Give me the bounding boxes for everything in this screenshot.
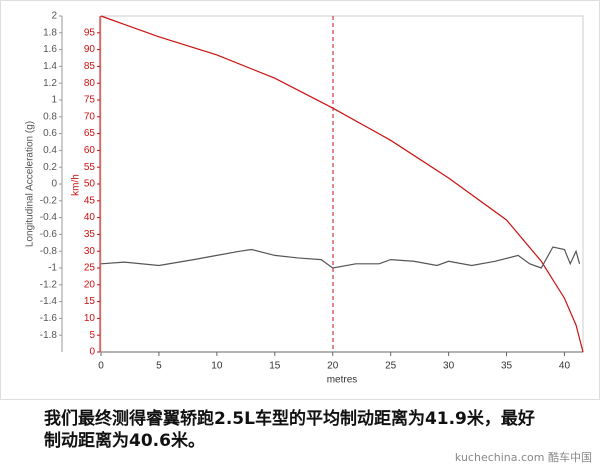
y-tick-label: 2 [51,11,57,22]
series-line [100,246,581,269]
x-axis-title: metres [327,375,358,386]
y-tick-label: 1.4 [43,61,57,72]
x-tick-label: 0 [98,361,104,372]
y-tick-label: -1 [48,263,57,274]
y2-tick-label: 20 [84,279,96,290]
y2-tick-label: 10 [84,313,96,324]
series-line [100,15,584,353]
y-tick-label: -1.4 [40,296,58,307]
y2-tick-label: 0 [89,347,95,358]
y2-tick-label: 65 [84,128,96,139]
x-tick-label: 20 [327,361,339,372]
y-tick-label: 0.2 [43,162,57,173]
x-tick-label: 25 [385,361,397,372]
x-tick-label: 40 [559,361,571,372]
y2-tick-label: 85 [84,61,96,72]
chart: Longitudinal Acceleration (g) km/h metre… [0,0,600,400]
caption: 我们最终测得睿翼轿跑2.5L车型的平均制动距离为41.9米，最好 制动距离为40… [44,408,535,452]
y2-axis-title: km/h [71,174,82,196]
y-tick-label: 0.4 [43,145,57,156]
y2-tick-label: 25 [84,263,96,274]
watermark: kuchechina.com 酷车中国 [454,451,592,464]
x-tick-label: 10 [211,361,223,372]
y2-tick-label: 45 [84,195,96,206]
y-tick-label: -0.6 [40,229,58,240]
x-tick-label: 5 [156,361,162,372]
y2-tick-label: 95 [84,27,96,38]
caption-line: 制动距离为40.6米。 [44,431,205,451]
y2-tick-label: 40 [84,212,96,223]
y-tick-label: 0 [51,179,57,190]
y-tick-label: 0.8 [43,111,57,122]
y-tick-label: 1.8 [43,27,57,38]
y2-tick-label: 5 [89,330,95,341]
y-tick-label: -1.2 [40,279,58,290]
y-tick-label: -0.2 [40,195,58,206]
y2-tick-label: 80 [84,78,96,89]
y2-tick-label: 90 [84,44,96,55]
y2-tick-label: 50 [84,179,96,190]
x-tick-label: 15 [269,361,281,372]
caption-line: 我们最终测得睿翼轿跑2.5L车型的平均制动距离为41.9米，最好 [44,409,535,429]
x-tick-label: 35 [501,361,513,372]
x-tick-label: 30 [443,361,455,372]
y2-tick-label: 35 [84,229,96,240]
y-axis-title: Longitudinal Acceleration (g) [25,121,36,247]
y-tick-label: -0.8 [40,246,58,257]
y-tick-label: 0.6 [43,128,57,139]
y-tick-label: 1.6 [43,44,57,55]
y-tick-label: -1.6 [40,313,58,324]
y-tick-label: -0.4 [40,212,58,223]
y-tick-label: 1.2 [43,78,57,89]
y2-tick-label: 60 [84,145,96,156]
y2-tick-label: 75 [84,95,96,106]
y-tick-label: 1 [51,95,57,106]
y-tick-label: -1.8 [40,330,58,341]
y2-tick-label: 70 [84,111,96,122]
y2-tick-label: 30 [84,246,96,257]
y2-tick-label: 15 [84,296,96,307]
y2-tick-label: 55 [84,162,96,173]
